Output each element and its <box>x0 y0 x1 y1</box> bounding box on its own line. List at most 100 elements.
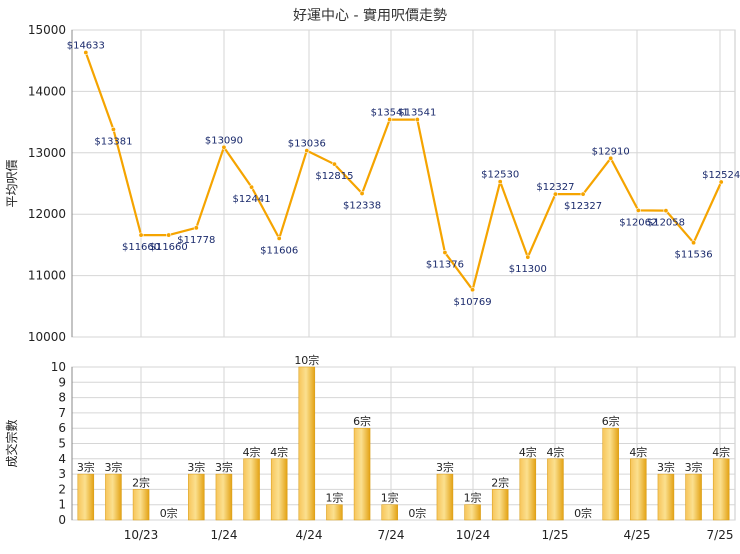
line-point <box>663 208 669 214</box>
bar-y-tick-label: 8 <box>58 391 66 405</box>
bar <box>270 458 288 521</box>
bar <box>464 504 481 521</box>
line-point <box>580 191 586 197</box>
line-data-label: $11660 <box>150 242 188 253</box>
line-point <box>138 232 144 238</box>
line-y-tick-label: 12000 <box>28 207 66 221</box>
line-data-label: $12910 <box>592 146 630 157</box>
bar-y-tick-label: 5 <box>58 437 66 451</box>
bar-data-label: 1宗 <box>381 491 399 505</box>
bar-y-axis-label: 成交宗數 <box>4 419 19 467</box>
bar-data-label: 0宗 <box>574 506 592 520</box>
bar-data-label: 3宗 <box>685 460 703 474</box>
bar-data-label: 4宗 <box>243 445 261 459</box>
line-point <box>249 184 255 190</box>
line-point <box>552 191 558 197</box>
line-y-tick-label: 15000 <box>28 23 66 37</box>
line-point <box>193 225 199 231</box>
bar <box>298 366 316 521</box>
bar <box>630 458 647 521</box>
bar-data-label: 4宗 <box>712 445 730 459</box>
x-tick-label: 10/24 <box>456 528 491 542</box>
bar-data-label: 6宗 <box>353 414 371 428</box>
bar <box>353 427 371 521</box>
line-point <box>276 235 282 241</box>
bar <box>547 458 564 521</box>
line-point <box>359 190 365 196</box>
line-point <box>83 50 89 56</box>
bar-data-label: 6宗 <box>602 414 620 428</box>
x-tick-label: 1/24 <box>211 528 238 542</box>
bar <box>381 504 398 521</box>
x-tick-label: 7/24 <box>378 528 405 542</box>
bar <box>685 473 702 521</box>
x-tick-label: 4/24 <box>296 528 323 542</box>
line-data-label: $11660 <box>122 242 160 253</box>
line-data-label: $12327 <box>564 201 602 212</box>
x-tick-label: 4/25 <box>624 528 651 542</box>
line-point <box>110 126 116 132</box>
bar-y-tick-label: 0 <box>58 513 66 527</box>
line-data-label: $12338 <box>343 200 381 211</box>
bar-data-label: 0宗 <box>160 506 178 520</box>
bar <box>215 473 233 521</box>
bar <box>657 473 675 521</box>
bar-data-label: 3宗 <box>77 460 95 474</box>
line-data-label: $11536 <box>674 250 712 261</box>
line-data-label: $12815 <box>315 171 353 182</box>
line-point <box>691 240 697 246</box>
bar <box>712 458 730 521</box>
bar-data-label: 4宗 <box>519 445 537 459</box>
line-point <box>331 161 337 167</box>
line-data-label: $13541 <box>371 108 409 119</box>
line-point <box>442 250 448 256</box>
line-point <box>414 117 420 123</box>
line-point <box>608 155 614 161</box>
bar-y-tick-label: 3 <box>58 467 66 481</box>
line-point <box>221 144 227 150</box>
line-data-label: $12327 <box>536 182 574 193</box>
line-data-label: $12530 <box>481 170 519 181</box>
line-point <box>497 179 503 185</box>
line-point <box>470 287 476 293</box>
bar-data-label: 4宗 <box>270 445 288 459</box>
line-data-label: $10769 <box>453 297 491 308</box>
bar-y-tick-label: 10 <box>51 360 66 374</box>
line-point <box>387 117 393 123</box>
bar-y-tick-label: 7 <box>58 406 66 420</box>
bar <box>243 458 260 521</box>
bar <box>519 458 537 521</box>
bar <box>436 473 454 521</box>
bar <box>602 427 619 521</box>
line-y-tick-label: 11000 <box>28 269 66 283</box>
line-data-label: $13036 <box>288 139 326 150</box>
line-data-label: $13541 <box>398 108 436 119</box>
bar-data-label: 0宗 <box>408 506 426 520</box>
line-data-label: $12058 <box>647 218 685 229</box>
bar <box>77 473 95 521</box>
line-data-label: $12062 <box>619 217 657 228</box>
bar-y-tick-label: 6 <box>58 421 66 435</box>
bar-data-label: 10宗 <box>294 353 319 367</box>
bar <box>188 473 205 521</box>
bar-y-tick-label: 9 <box>58 375 66 389</box>
bar-data-label: 1宗 <box>325 491 343 505</box>
line-data-label: $14633 <box>67 41 105 52</box>
bar-data-label: 3宗 <box>436 460 454 474</box>
line-plot-frame <box>71 29 736 338</box>
line-y-tick-label: 13000 <box>28 146 66 160</box>
line-y-axis-label: 平均呎價 <box>5 159 19 207</box>
bar-y-tick-label: 1 <box>58 498 66 512</box>
bar <box>132 489 150 521</box>
bar-y-tick-label: 4 <box>58 452 66 466</box>
bar-data-label: 2宗 <box>491 475 509 489</box>
line-point <box>304 148 310 154</box>
line-data-label: $11606 <box>260 245 298 256</box>
line-data-label: $11300 <box>509 264 547 275</box>
bar-data-label: 4宗 <box>546 445 564 459</box>
bar-data-label: 3宗 <box>104 460 122 474</box>
line-point <box>525 254 531 260</box>
bar-data-label: 3宗 <box>215 460 233 474</box>
